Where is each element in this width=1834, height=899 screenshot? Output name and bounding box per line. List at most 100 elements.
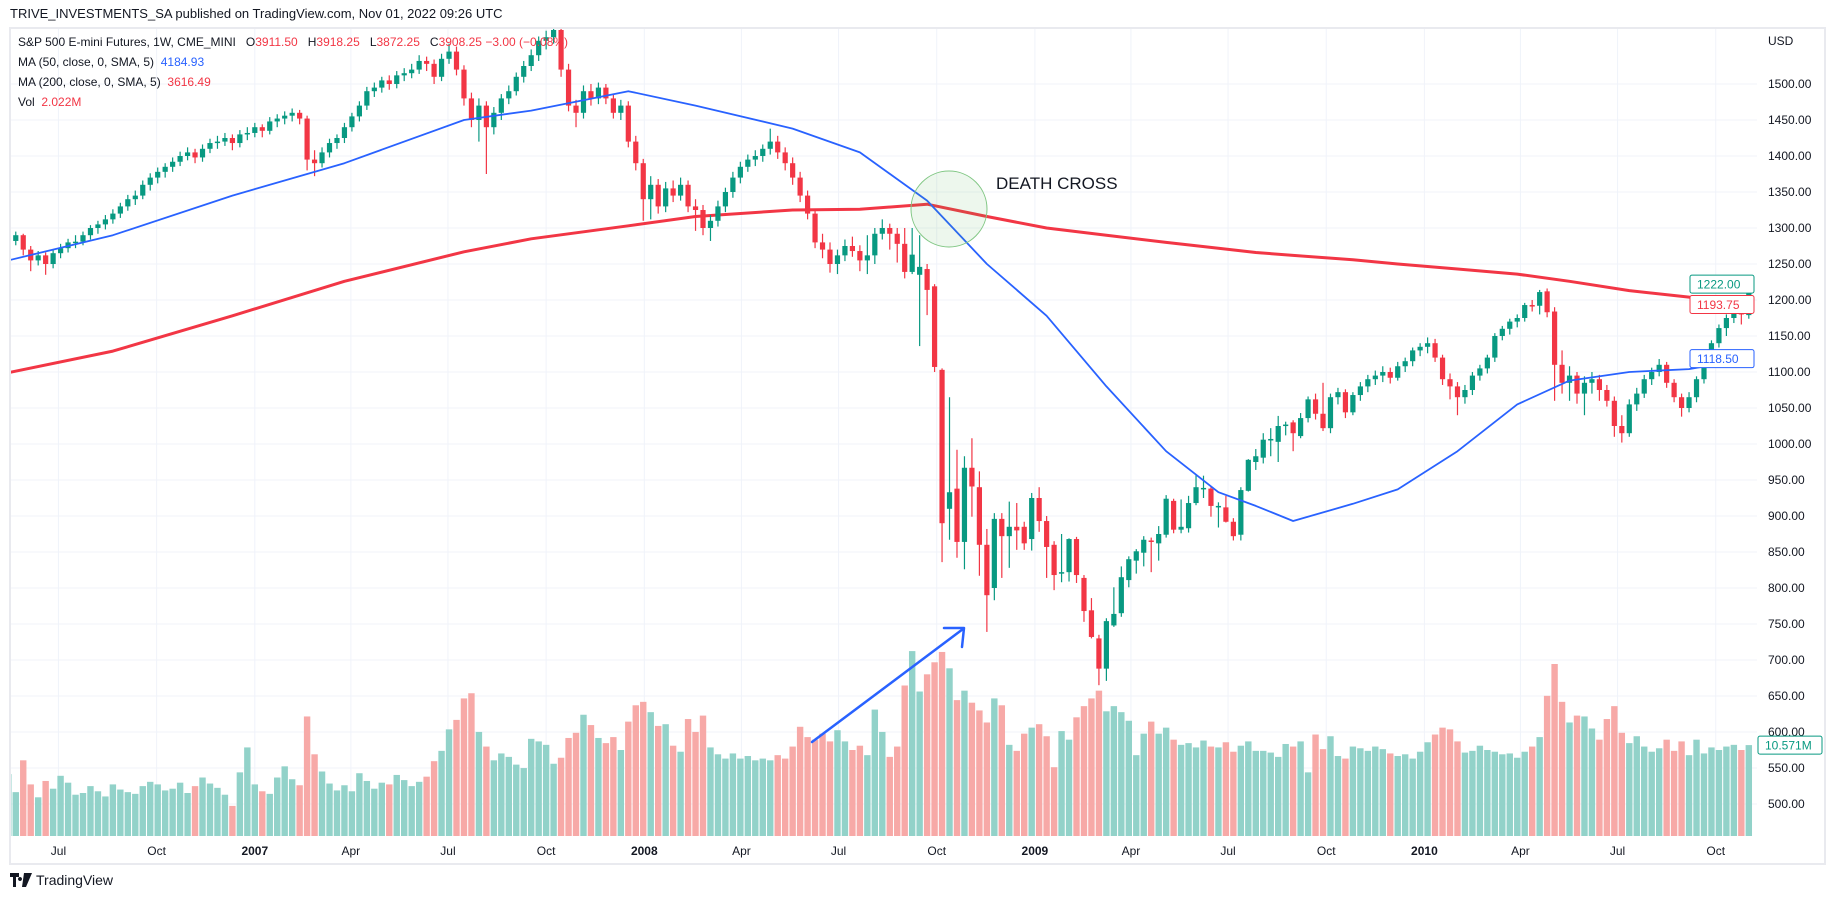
candle-body — [1439, 357, 1446, 380]
candle-body — [872, 233, 878, 256]
symbol-name: S&P 500 E-mini Futures, 1W, CME_MINI — [18, 35, 236, 49]
legend-symbol-row[interactable]: S&P 500 E-mini Futures, 1W, CME_MINI O39… — [18, 35, 568, 49]
candle — [1073, 536, 1080, 583]
candle-body — [401, 73, 407, 76]
legend-ma50-row[interactable]: MA (50, close, 0, SMA, 5) 4184.93 — [18, 55, 204, 69]
candle — [87, 225, 94, 240]
volume-bar — [20, 760, 27, 836]
price-axis[interactable]: 500.00 550.00 600.00 650.00 700.00 750.00 800.… — [1768, 77, 1812, 811]
candle-body — [1499, 328, 1505, 336]
volume-bar — [430, 761, 438, 836]
low-label: L — [369, 35, 377, 49]
candle-body — [162, 166, 168, 172]
candle — [1111, 587, 1117, 627]
legend-volume-row[interactable]: Vol 2.022M — [18, 95, 81, 109]
volume-bar — [1162, 727, 1170, 836]
time-tick-label: Oct — [1706, 844, 1725, 858]
volume-bar — [1073, 717, 1080, 836]
candle-body — [1656, 364, 1662, 372]
candle — [939, 368, 945, 563]
candle — [1604, 384, 1610, 407]
volume-bar — [946, 668, 953, 836]
price-tick-label: 750.00 — [1768, 617, 1805, 631]
candle-body — [1021, 526, 1027, 544]
candle-body — [267, 121, 273, 131]
price-tick-label: 550.00 — [1768, 761, 1805, 775]
legend-ma200-row[interactable]: MA (200, close, 0, SMA, 5) 3616.49 — [18, 75, 211, 89]
candle — [1432, 338, 1438, 362]
volume-bar — [1372, 746, 1379, 836]
candle — [297, 109, 303, 125]
candle — [625, 101, 631, 148]
time-tick-label: Apr — [732, 844, 751, 858]
time-tick-label: 2009 — [1022, 844, 1049, 858]
candle — [319, 147, 325, 168]
candle — [1275, 415, 1281, 462]
volume-bar — [147, 781, 154, 836]
candle — [648, 176, 654, 220]
tradingview-footer[interactable]: TradingView — [10, 872, 113, 888]
candle — [573, 99, 579, 128]
volume-bar — [333, 790, 341, 836]
candle — [1118, 566, 1124, 617]
candle — [887, 223, 893, 250]
volume-bar — [1289, 746, 1297, 836]
time-tick-label: Apr — [342, 844, 361, 858]
arrow-line[interactable] — [810, 627, 965, 744]
candle-body — [1537, 292, 1543, 306]
candle-body — [177, 156, 183, 162]
candle-body — [1514, 318, 1520, 322]
volume-bar — [1536, 737, 1543, 836]
volume-bar — [1685, 755, 1693, 836]
candle — [1596, 374, 1603, 401]
candle-body — [1544, 291, 1550, 313]
candle-body — [1178, 526, 1184, 530]
candle — [1551, 307, 1558, 401]
volume-bar — [423, 776, 430, 836]
candle — [999, 513, 1005, 578]
ma200-value: 3616.49 — [167, 75, 211, 89]
ma50-badge-box — [1689, 349, 1755, 369]
candle-body — [289, 112, 295, 116]
volume-arrow-annotation[interactable] — [810, 626, 966, 744]
candle-body — [857, 251, 863, 261]
volume-bar — [916, 691, 923, 836]
candle — [132, 190, 138, 205]
candle — [110, 209, 116, 224]
candle-body — [842, 246, 848, 256]
death-cross-label[interactable]: DEATH CROSS — [996, 174, 1118, 193]
candle-body — [588, 91, 594, 99]
candle — [1238, 487, 1244, 541]
volume-bar — [759, 758, 766, 836]
volume-bar — [378, 782, 385, 836]
candle-body — [976, 487, 982, 545]
volume-bar — [408, 786, 415, 836]
volume-bar — [1723, 746, 1730, 836]
candle-body — [573, 105, 579, 113]
candle-body — [319, 152, 325, 164]
candle — [595, 82, 602, 105]
volume-bar — [1215, 747, 1222, 836]
candle — [946, 397, 953, 540]
candle-body — [140, 184, 146, 196]
volume-bar — [923, 674, 931, 836]
candle — [580, 85, 587, 119]
death-cross-circle[interactable] — [910, 170, 988, 248]
volume-bar — [1058, 731, 1065, 836]
volume-bar — [752, 760, 759, 836]
volume-bar — [490, 760, 498, 836]
candle-body — [543, 37, 549, 41]
volume-bar — [1708, 747, 1715, 836]
volume-bar — [841, 741, 849, 836]
volume-bar — [647, 712, 654, 836]
candle — [1223, 495, 1229, 523]
volume-bar — [1521, 751, 1528, 836]
last-price-badge-box — [1689, 274, 1755, 294]
candle — [1185, 495, 1192, 533]
time-axis[interactable]: Jul Oct 2007 Apr Jul Oct 2008 Apr Jul Oct 2009 Apr J… — [51, 844, 1726, 858]
candle — [117, 202, 123, 218]
death-cross-annotation[interactable]: DEATH CROSS — [910, 170, 1118, 248]
candle — [155, 167, 161, 184]
volume-bar — [1133, 755, 1140, 836]
